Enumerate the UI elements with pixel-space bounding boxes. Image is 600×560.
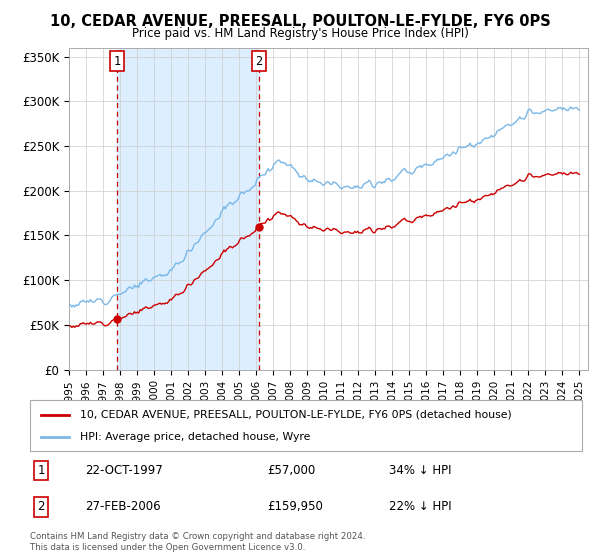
Text: Price paid vs. HM Land Registry's House Price Index (HPI): Price paid vs. HM Land Registry's House … bbox=[131, 27, 469, 40]
Text: £57,000: £57,000 bbox=[268, 464, 316, 477]
Text: 2: 2 bbox=[256, 54, 262, 68]
Bar bbox=[117, 48, 259, 370]
Text: 10, CEDAR AVENUE, PREESALL, POULTON-LE-FYLDE, FY6 0PS: 10, CEDAR AVENUE, PREESALL, POULTON-LE-F… bbox=[50, 14, 550, 29]
Text: 1: 1 bbox=[37, 464, 45, 477]
Text: 1: 1 bbox=[113, 54, 121, 68]
FancyBboxPatch shape bbox=[30, 400, 582, 451]
Text: 27-FEB-2006: 27-FEB-2006 bbox=[85, 500, 161, 514]
Text: 2: 2 bbox=[37, 500, 45, 514]
Text: 10, CEDAR AVENUE, PREESALL, POULTON-LE-FYLDE, FY6 0PS (detached house): 10, CEDAR AVENUE, PREESALL, POULTON-LE-F… bbox=[80, 409, 511, 419]
Text: Contains HM Land Registry data © Crown copyright and database right 2024.
This d: Contains HM Land Registry data © Crown c… bbox=[30, 532, 365, 552]
Text: HPI: Average price, detached house, Wyre: HPI: Average price, detached house, Wyre bbox=[80, 432, 310, 442]
Text: 22% ↓ HPI: 22% ↓ HPI bbox=[389, 500, 451, 514]
Text: 34% ↓ HPI: 34% ↓ HPI bbox=[389, 464, 451, 477]
Text: £159,950: £159,950 bbox=[268, 500, 323, 514]
Text: 22-OCT-1997: 22-OCT-1997 bbox=[85, 464, 163, 477]
